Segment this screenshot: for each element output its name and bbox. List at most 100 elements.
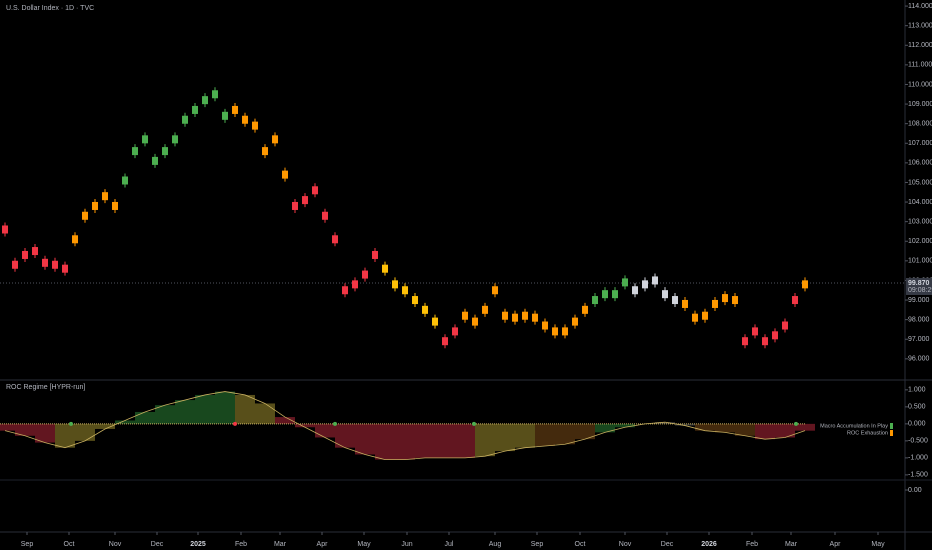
candle: [22, 250, 28, 259]
y-tick-label: 96.000: [908, 356, 930, 363]
candle: [52, 260, 58, 269]
regime-fill: [195, 394, 215, 424]
x-tick-label: Mar: [785, 541, 798, 548]
y-tick-label: 110.000: [908, 81, 932, 88]
legend-swatch: [890, 423, 893, 429]
candle: [682, 299, 688, 308]
regime-fill: [515, 423, 535, 448]
y-tick-label: 114.000: [908, 3, 932, 10]
legend-label: ROC Exhaustion: [847, 430, 888, 436]
regime-fill: [455, 423, 475, 458]
candle: [362, 270, 368, 279]
candle: [692, 313, 698, 322]
y-tick-label: 113.000: [908, 23, 932, 30]
regime-fill: [775, 423, 795, 438]
candle: [262, 147, 268, 156]
y-tick-label: 0.000: [908, 421, 926, 428]
x-tick-label: Aug: [489, 541, 502, 548]
regime-fill: [695, 423, 715, 431]
candle: [162, 147, 168, 156]
candle: [222, 111, 228, 120]
regime-fill: [435, 423, 455, 458]
candle: [452, 327, 458, 336]
regime-fill: [355, 423, 375, 455]
candle: [672, 296, 678, 305]
y-tick-label: 0.500: [908, 404, 926, 411]
y-tick-label: 97.000: [908, 336, 930, 343]
candle: [732, 296, 738, 305]
y-tick-label: 0.00: [908, 487, 922, 494]
regime-fill: [735, 423, 755, 436]
candle: [462, 311, 468, 320]
regime-fill: [0, 423, 15, 431]
candle: [242, 115, 248, 124]
candle: [622, 278, 628, 287]
candle: [342, 286, 348, 295]
candle: [702, 311, 708, 320]
candle: [202, 96, 208, 105]
legend-swatch: [890, 430, 893, 436]
candle: [302, 196, 308, 205]
candle: [772, 331, 778, 340]
x-tick-label: Sep: [531, 541, 544, 548]
x-tick-label: Jul: [445, 541, 454, 548]
candle: [182, 115, 188, 124]
candle: [142, 135, 148, 144]
candle: [712, 299, 718, 308]
candle: [102, 192, 108, 201]
regime-fill: [615, 423, 635, 428]
candle: [492, 286, 498, 295]
candle: [112, 201, 118, 210]
x-tick-label: May: [871, 541, 885, 548]
candle: [332, 235, 338, 244]
x-tick-label: Mar: [274, 541, 287, 548]
y-tick-label: 1.000: [908, 387, 926, 394]
candle: [762, 337, 768, 346]
y-tick-label: 102.000: [908, 238, 932, 245]
regime-fill: [335, 423, 355, 448]
y-tick-label: 112.000: [908, 42, 932, 49]
y-tick-label: -0.500: [908, 438, 928, 445]
x-tick-label: May: [357, 541, 371, 548]
x-tick-label: Apr: [317, 541, 329, 548]
candle: [502, 311, 508, 320]
y-tick-label: 108.000: [908, 121, 932, 128]
candle: [232, 105, 238, 114]
y-tick-label: 103.000: [908, 218, 932, 225]
y-tick-label: 111.000: [908, 62, 932, 69]
regime-fill: [95, 423, 115, 429]
x-tick-label: 2025: [190, 541, 206, 548]
last-price-label: 99.870: [908, 280, 930, 287]
chart-title: U.S. Dollar Index · 1D · TVC: [6, 5, 94, 12]
y-tick-label: 98.000: [908, 316, 930, 323]
regime-fill: [715, 423, 735, 433]
x-tick-label: Dec: [151, 541, 164, 548]
candle: [392, 280, 398, 289]
regime-fill: [235, 394, 255, 424]
candle: [322, 211, 328, 220]
candle: [592, 296, 598, 305]
regime-fill: [795, 423, 815, 431]
candle: [192, 105, 198, 114]
x-tick-label: Oct: [64, 541, 75, 548]
x-tick-label: 2026: [701, 541, 717, 548]
x-tick-label: Oct: [575, 541, 586, 548]
candle: [422, 305, 428, 314]
candle: [632, 286, 638, 295]
candle: [512, 313, 518, 322]
y-tick-label: 104.000: [908, 199, 932, 206]
candle: [532, 313, 538, 322]
regime-fill: [295, 423, 315, 428]
candle: [652, 276, 658, 285]
candle: [292, 201, 298, 210]
y-tick-label: 109.000: [908, 101, 932, 108]
signal-dot: [233, 421, 237, 426]
regime-fill: [115, 420, 135, 424]
regime-fill: [155, 405, 175, 424]
candle: [372, 250, 378, 259]
x-tick-label: Feb: [746, 541, 758, 548]
candle: [32, 247, 38, 256]
x-tick-label: Apr: [830, 541, 842, 548]
